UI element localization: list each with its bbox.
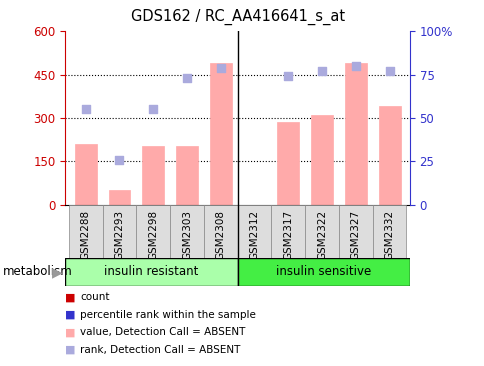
- Point: [115, 157, 123, 163]
- Text: GSM2332: GSM2332: [384, 210, 394, 260]
- Text: insulin sensitive: insulin sensitive: [275, 265, 371, 279]
- FancyBboxPatch shape: [237, 205, 271, 258]
- Text: ■: ■: [65, 345, 76, 355]
- Point: [284, 74, 291, 79]
- Bar: [176, 146, 197, 205]
- Point: [149, 107, 157, 112]
- FancyBboxPatch shape: [65, 258, 237, 286]
- Text: metabolism: metabolism: [2, 265, 72, 279]
- Text: value, Detection Call = ABSENT: value, Detection Call = ABSENT: [80, 327, 245, 337]
- FancyBboxPatch shape: [203, 205, 237, 258]
- FancyBboxPatch shape: [136, 205, 170, 258]
- Text: GSM2322: GSM2322: [317, 210, 326, 260]
- Point: [385, 68, 393, 74]
- FancyBboxPatch shape: [103, 205, 136, 258]
- Text: GSM2288: GSM2288: [80, 210, 91, 260]
- Point: [318, 68, 325, 74]
- Text: ■: ■: [65, 310, 76, 320]
- Bar: [277, 122, 299, 205]
- FancyBboxPatch shape: [338, 205, 372, 258]
- Text: insulin resistant: insulin resistant: [104, 265, 198, 279]
- Bar: [310, 115, 333, 205]
- Text: GSM2317: GSM2317: [283, 210, 293, 260]
- Text: rank, Detection Call = ABSENT: rank, Detection Call = ABSENT: [80, 345, 240, 355]
- Text: GSM2312: GSM2312: [249, 210, 259, 260]
- Text: ■: ■: [65, 327, 76, 337]
- FancyBboxPatch shape: [237, 258, 409, 286]
- Text: percentile rank within the sample: percentile rank within the sample: [80, 310, 256, 320]
- Text: GSM2298: GSM2298: [148, 210, 158, 260]
- FancyBboxPatch shape: [170, 205, 203, 258]
- Point: [82, 107, 90, 112]
- Point: [351, 63, 359, 69]
- FancyBboxPatch shape: [69, 205, 103, 258]
- Bar: [75, 144, 96, 205]
- Bar: [344, 63, 366, 205]
- Bar: [108, 190, 130, 205]
- Text: ▶: ▶: [52, 265, 62, 279]
- Point: [216, 65, 224, 71]
- FancyBboxPatch shape: [372, 205, 406, 258]
- Bar: [210, 63, 231, 205]
- FancyBboxPatch shape: [304, 205, 338, 258]
- Text: count: count: [80, 292, 109, 302]
- Text: GSM2303: GSM2303: [182, 210, 192, 260]
- Text: GSM2308: GSM2308: [215, 210, 226, 260]
- Text: GDS162 / RC_AA416641_s_at: GDS162 / RC_AA416641_s_at: [130, 9, 344, 25]
- Bar: [142, 146, 164, 205]
- Point: [183, 75, 191, 81]
- Text: GSM2293: GSM2293: [114, 210, 124, 260]
- Text: ■: ■: [65, 292, 76, 302]
- Bar: [378, 107, 400, 205]
- FancyBboxPatch shape: [271, 205, 304, 258]
- Text: GSM2327: GSM2327: [350, 210, 360, 260]
